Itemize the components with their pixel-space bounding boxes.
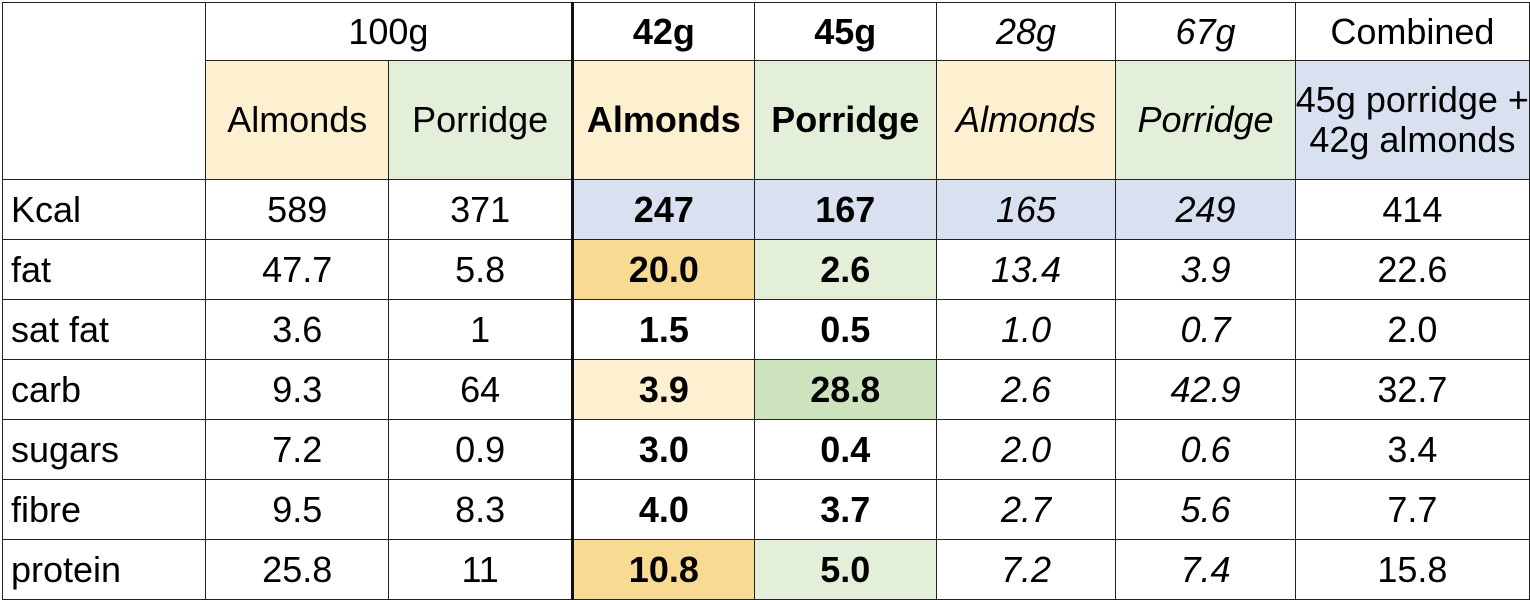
cell-value: 11 (388, 539, 573, 600)
cell-value: 10.8 (570, 539, 755, 600)
cell-value: 9.5 (204, 479, 390, 540)
header-28g: 28g (935, 2, 1117, 61)
row-label: fibre (2, 479, 206, 540)
cell-value: 0.4 (753, 419, 937, 480)
combined-desc-line1: 45g porridge + (1295, 79, 1529, 120)
cell-value: 1 (388, 299, 573, 360)
cell-value: 2.6 (935, 359, 1117, 420)
row-label: carb (2, 359, 206, 420)
table-row: fat 47.7 5.8 20.0 2.6 13.4 3.9 22.6 (2, 239, 1530, 300)
cell-value: 47.7 (204, 239, 390, 300)
cell-value: 20.0 (570, 239, 755, 300)
row-label: sugars (2, 419, 206, 480)
table-row: sugars 7.2 0.9 3.0 0.4 2.0 0.6 3.4 (2, 419, 1530, 480)
cell-value: 0.7 (1115, 299, 1296, 360)
cell-value: 165 (935, 179, 1117, 240)
cell-value: 2.0 (935, 419, 1117, 480)
cell-value: 7.4 (1115, 539, 1296, 600)
cell-value: 8.3 (388, 479, 573, 540)
weight-header-row: 100g 42g 45g 28g 67g Combined (2, 2, 1530, 180)
cell-value: 7.2 (204, 419, 390, 480)
cell-value: 2.6 (753, 239, 937, 300)
cell-value: 2.0 (1294, 299, 1530, 360)
corner-cell (2, 2, 206, 180)
cell-value: 2.7 (935, 479, 1117, 540)
cell-value: 0.9 (388, 419, 573, 480)
cell-value: 3.0 (570, 419, 755, 480)
cell-value: 3.7 (753, 479, 937, 540)
cell-value: 7.7 (1294, 479, 1530, 540)
cell-value: 3.9 (570, 359, 755, 420)
cell-value: 7.2 (935, 539, 1117, 600)
cell-value: 25.8 (204, 539, 390, 600)
cell-value: 22.6 (1294, 239, 1530, 300)
col-almonds-42g: Almonds (570, 60, 755, 180)
combined-desc-line2: 42g almonds (1309, 119, 1516, 160)
cell-value: 32.7 (1294, 359, 1530, 420)
cell-value: 0.5 (753, 299, 937, 360)
cell-value: 1.0 (935, 299, 1117, 360)
cell-value: 5.8 (388, 239, 573, 300)
cell-value: 5.0 (753, 539, 937, 600)
col-porridge-45g: Porridge (753, 60, 937, 180)
table-row: carb 9.3 64 3.9 28.8 2.6 42.9 32.7 (2, 359, 1530, 420)
col-porridge-67g: Porridge (1115, 60, 1296, 180)
table-row: Kcal 589 371 247 167 165 249 414 (2, 179, 1530, 240)
table-row: protein 25.8 11 10.8 5.0 7.2 7.4 15.8 (2, 539, 1530, 600)
cell-value: 589 (204, 179, 390, 240)
cell-value: 4.0 (570, 479, 755, 540)
cell-value: 5.6 (1115, 479, 1296, 540)
cell-value: 249 (1115, 179, 1296, 240)
col-almonds-28g: Almonds (935, 60, 1117, 180)
cell-value: 371 (388, 179, 573, 240)
cell-value: 3.4 (1294, 419, 1530, 480)
cell-value: 3.6 (204, 299, 390, 360)
cell-value: 0.6 (1115, 419, 1296, 480)
row-label: Kcal (2, 179, 206, 240)
header-67g: 67g (1115, 2, 1296, 61)
table-row: sat fat 3.6 1 1.5 0.5 1.0 0.7 2.0 (2, 299, 1530, 360)
col-almonds-100g: Almonds (204, 60, 390, 180)
row-label: fat (2, 239, 206, 300)
col-porridge-100g: Porridge (388, 60, 573, 180)
table-row: fibre 9.5 8.3 4.0 3.7 2.7 5.6 7.7 (2, 479, 1530, 540)
header-100g: 100g (204, 2, 573, 61)
food-header-row: Almonds Porridge Almonds Porridge Almond… (3, 60, 1530, 180)
cell-value: 167 (753, 179, 937, 240)
cell-value: 247 (570, 179, 755, 240)
cell-value: 42.9 (1115, 359, 1296, 420)
row-label: sat fat (2, 299, 206, 360)
cell-value: 64 (388, 359, 573, 420)
cell-value: 1.5 (570, 299, 755, 360)
header-42g: 42g (570, 2, 755, 61)
cell-value: 28.8 (753, 359, 937, 420)
cell-value: 414 (1294, 179, 1530, 240)
cell-value: 15.8 (1294, 539, 1530, 600)
col-combined-description: 45g porridge + 42g almonds (1294, 60, 1530, 180)
header-combined: Combined (1294, 2, 1530, 61)
cell-value: 3.9 (1115, 239, 1296, 300)
header-45g: 45g (753, 2, 937, 61)
cell-value: 13.4 (935, 239, 1117, 300)
cell-value: 9.3 (204, 359, 390, 420)
row-label: protein (2, 539, 206, 600)
